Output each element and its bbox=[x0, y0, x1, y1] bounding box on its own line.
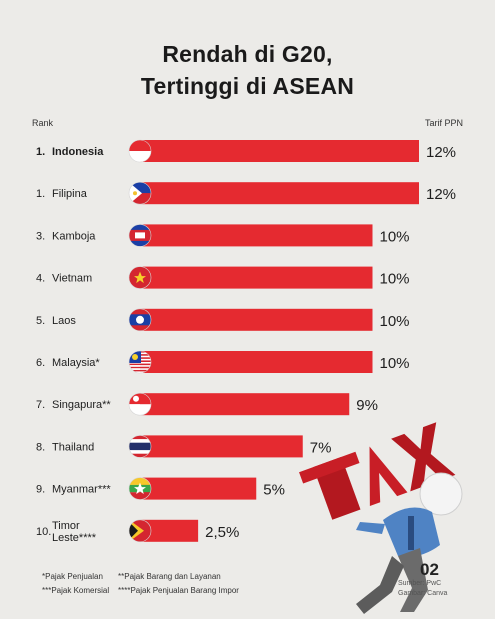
bar-row-laos: 5. Laos 10% bbox=[36, 308, 410, 332]
rank-label: 4. bbox=[36, 273, 45, 285]
bar-laos bbox=[140, 308, 373, 331]
rank-header: Rank bbox=[32, 118, 54, 128]
vietnam-flag-icon bbox=[128, 266, 152, 289]
title-line-2: Tertinggi di ASEAN bbox=[140, 73, 355, 99]
rank-label: 7. bbox=[36, 399, 45, 411]
country-label: Indonesia bbox=[52, 146, 104, 158]
source-line-2: Gambar: Canva bbox=[398, 590, 448, 597]
footnote-3: ***Pajak Komersial bbox=[42, 586, 110, 595]
tax-illustration bbox=[299, 422, 463, 614]
bar-indonesia bbox=[140, 140, 419, 162]
country-label-line: Timor bbox=[52, 520, 80, 532]
bar-row-filipina: 1. Filipina 12% bbox=[36, 181, 456, 205]
bar-row-kamboja: 3. Kamboja 10% bbox=[36, 224, 410, 247]
country-label: Malaysia* bbox=[52, 357, 100, 369]
country-label: Vietnam bbox=[52, 273, 92, 285]
bar-row-myanmar: 9. Myanmar*** 5% bbox=[36, 477, 285, 500]
title-line-1: Rendah di G20, bbox=[162, 41, 333, 67]
indonesia-flag-icon bbox=[128, 139, 152, 163]
country-label: Laos bbox=[52, 315, 76, 327]
bar-timor-leste bbox=[140, 519, 199, 542]
chart-title: Rendah di G20, Tertinggi di ASEAN bbox=[0, 38, 495, 102]
value-label: 2,5% bbox=[205, 524, 239, 541]
value-label: 12% bbox=[426, 186, 456, 203]
bar-kamboja bbox=[140, 224, 373, 247]
cambodia-flag-icon bbox=[128, 224, 152, 247]
rank-label: 9. bbox=[36, 484, 45, 496]
rank-label: 6. bbox=[36, 357, 45, 369]
value-label: 10% bbox=[380, 271, 410, 288]
value-label: 12% bbox=[426, 144, 456, 161]
tax-letter-a bbox=[369, 446, 408, 507]
bar-singapura bbox=[140, 393, 350, 416]
myanmar-flag-icon bbox=[128, 477, 152, 500]
bar-row-malaysia: 6. Malaysia* 10% bbox=[36, 350, 410, 374]
rank-label: 10. bbox=[36, 526, 51, 538]
singapore-flag-icon bbox=[128, 392, 152, 416]
page-number: 02 bbox=[420, 560, 439, 579]
timor-leste-flag-icon bbox=[128, 519, 152, 543]
country-label: Kamboja bbox=[52, 230, 96, 242]
rank-label: 3. bbox=[36, 230, 45, 242]
value-label: 10% bbox=[380, 313, 410, 330]
value-label: 10% bbox=[380, 228, 410, 245]
value-label: 7% bbox=[310, 439, 332, 456]
bar-row-singapura: 7. Singapura** 9% bbox=[36, 392, 378, 416]
bar-malaysia bbox=[140, 351, 373, 373]
rank-label: 5. bbox=[36, 315, 45, 327]
source-line-1: Sumber: PwC bbox=[398, 580, 442, 587]
country-label: Filipina bbox=[52, 188, 88, 200]
value-label: 10% bbox=[380, 355, 410, 372]
source-credit: Sumber: PwC Gambar: Canva bbox=[398, 579, 447, 599]
thailand-flag-icon bbox=[128, 435, 152, 458]
country-label: Myanmar*** bbox=[52, 484, 111, 496]
rank-label: 8. bbox=[36, 441, 45, 453]
person-figure bbox=[356, 472, 463, 614]
rank-label: 1. bbox=[36, 188, 45, 200]
bar-myanmar bbox=[140, 477, 257, 500]
bar-vietnam bbox=[140, 266, 373, 289]
value-label: 9% bbox=[356, 397, 378, 414]
laos-flag-icon bbox=[128, 308, 152, 332]
footnote-1: *Pajak Penjualan bbox=[42, 572, 103, 581]
bar-filipina bbox=[140, 182, 419, 205]
country-label-line: Leste**** bbox=[52, 532, 97, 544]
malaysia-flag-icon bbox=[128, 350, 152, 374]
bar-thailand bbox=[140, 435, 303, 458]
country-label: Thailand bbox=[52, 441, 94, 453]
rank-label: 1. bbox=[36, 146, 45, 158]
footnote-4: ****Pajak Penjualan Barang Impor bbox=[118, 586, 239, 595]
bar-row-vietnam: 4. Vietnam 10% bbox=[36, 266, 410, 289]
philippines-flag-icon bbox=[128, 181, 152, 205]
footnote-2: **Pajak Barang dan Layanan bbox=[118, 572, 221, 581]
value-label: 5% bbox=[263, 482, 285, 499]
country-label: Singapura** bbox=[52, 399, 111, 411]
bar-row-thailand: 8. Thailand 7% bbox=[36, 435, 332, 458]
rate-header: Tarif PPN bbox=[424, 118, 463, 128]
bar-row-indonesia: 1. Indonesia 12% bbox=[36, 139, 456, 163]
